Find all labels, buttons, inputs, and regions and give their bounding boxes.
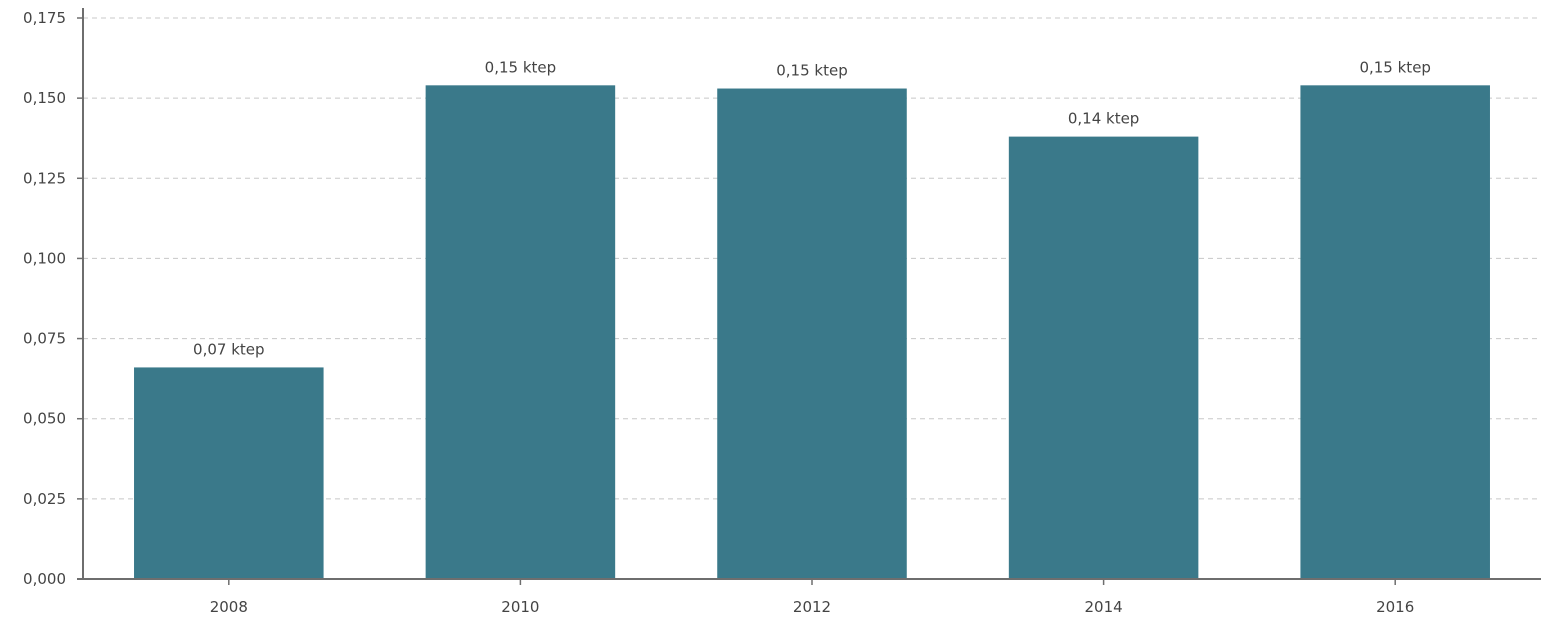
bar-2012 [717,88,907,580]
data-labels: 0,07 ktep 0,15 ktep 0,15 ktep 0,14 ktep 0,15… [193,58,1431,358]
y-tick-label: 0,125 [23,169,66,187]
y-tick-labels: 0,000 0,025 0,050 0,075 0,100 0,125 0,150 0,175 [23,9,66,588]
bar-2008 [134,367,324,579]
y-tick-label: 0,000 [23,570,66,588]
data-label: 0,15 ktep [1359,58,1430,76]
x-tick-label: 2012 [793,598,831,616]
bar-2016 [1300,85,1490,579]
bars [134,85,1490,580]
data-label: 0,15 ktep [776,62,847,80]
y-tick-label: 0,175 [23,9,66,27]
axes [77,8,1541,585]
y-tick-label: 0,075 [23,330,66,348]
x-tick-label: 2008 [210,598,248,616]
data-label: 0,07 ktep [193,340,264,358]
data-label: 0,15 ktep [485,58,556,76]
data-label: 0,14 ktep [1068,110,1139,128]
y-tick-label: 0,050 [23,410,66,428]
x-tick-label: 2016 [1376,598,1414,616]
y-tick-label: 0,100 [23,249,66,267]
y-tick-label: 0,150 [23,89,66,107]
y-tick-label: 0,025 [23,490,66,508]
bar-2010 [425,85,616,579]
bar-2014 [1008,136,1199,579]
x-tick-labels: 2008 2010 2012 2014 2016 [210,598,1415,616]
x-tick-label: 2010 [501,598,539,616]
x-tick-label: 2014 [1085,598,1123,616]
